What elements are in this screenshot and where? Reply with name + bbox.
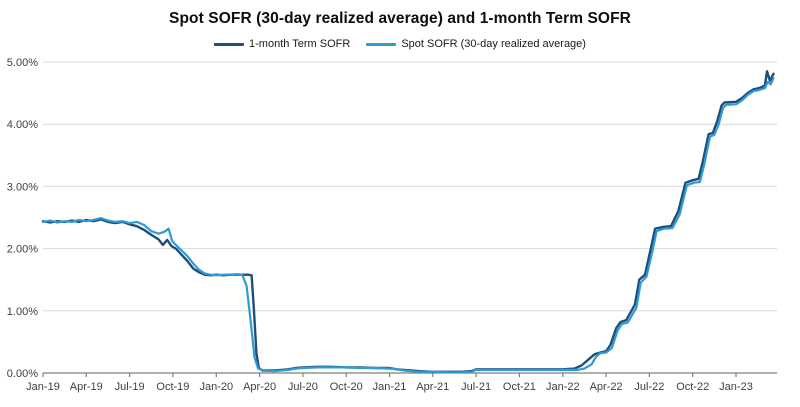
x-axis-tick-label: Apr-19 — [70, 381, 103, 393]
legend-label-spot-sofr: Spot SOFR (30-day realized average) — [401, 38, 586, 50]
y-axis-tick-label: 4.00% — [7, 119, 38, 131]
x-axis-tick-label: Oct-20 — [330, 381, 363, 393]
series-line-spot-sofr — [41, 77, 775, 374]
series-line-term-sofr — [41, 70, 775, 373]
x-axis-tick-label: Jan-20 — [199, 381, 233, 393]
y-axis-tick-label: 5.00% — [7, 57, 38, 69]
x-axis-tick-label: Jan-19 — [26, 381, 60, 393]
legend-line-swatch-spot-icon — [366, 42, 397, 46]
legend-item-term-sofr: 1-month Term SOFR — [214, 38, 350, 50]
chart-title: Spot SOFR (30-day realized average) and … — [169, 10, 631, 27]
x-axis-tick-label: Apr-21 — [416, 381, 449, 393]
legend-line-swatch-term-icon — [214, 42, 245, 46]
x-axis-tick-label: Apr-20 — [243, 381, 276, 393]
x-axis-tick-label: Apr-22 — [590, 381, 623, 393]
x-axis-tick-label: Jan-22 — [546, 381, 580, 393]
y-axis-tick-label: 0.00% — [7, 368, 38, 380]
y-axis-tick-label: 3.00% — [7, 181, 38, 193]
x-axis-tick-label: Jul-21 — [461, 381, 491, 393]
legend-item-spot-sofr: Spot SOFR (30-day realized average) — [366, 38, 586, 50]
x-axis-tick-label: Oct-22 — [676, 381, 709, 393]
x-axis-tick-label: Jan-23 — [719, 381, 753, 393]
x-axis-tick-label: Jul-19 — [115, 381, 145, 393]
y-axis-tick-label: 1.00% — [7, 306, 38, 318]
x-axis-tick-label: Oct-19 — [156, 381, 189, 393]
x-axis-tick-label: Jul-22 — [634, 381, 664, 393]
x-axis-tick-label: Jan-21 — [373, 381, 407, 393]
x-axis-tick-label: Oct-21 — [503, 381, 536, 393]
y-axis-tick-label: 2.00% — [7, 244, 38, 256]
legend-label-term-sofr: 1-month Term SOFR — [249, 38, 351, 50]
chart-legend: 1-month Term SOFR Spot SOFR (30-day real… — [0, 38, 800, 50]
x-axis-tick-label: Jul-20 — [288, 381, 318, 393]
